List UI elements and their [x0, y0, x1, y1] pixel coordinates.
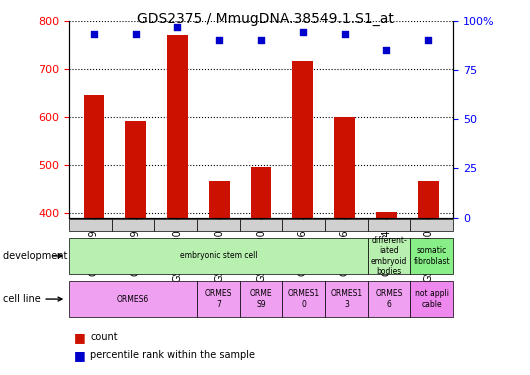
Text: cell line: cell line: [3, 294, 62, 304]
Point: [298, 30, 307, 36]
Text: GDS2375 / MmugDNA.38549.1.S1_at: GDS2375 / MmugDNA.38549.1.S1_at: [137, 12, 393, 26]
Text: ORMES1
0: ORMES1 0: [288, 290, 320, 309]
Text: ORMES
6: ORMES 6: [375, 290, 403, 309]
Bar: [209, 182, 229, 218]
Point: [215, 38, 224, 44]
Bar: [251, 167, 271, 217]
Text: ORMES
7: ORMES 7: [205, 290, 232, 309]
Bar: [84, 95, 104, 218]
Text: different-
iated
embryoid
bodies: different- iated embryoid bodies: [371, 236, 407, 276]
Text: count: count: [90, 333, 118, 342]
Bar: [167, 35, 188, 218]
Point: [90, 32, 98, 38]
Text: somatic
fibroblast: somatic fibroblast: [413, 246, 450, 266]
Text: ORMES1
3: ORMES1 3: [330, 290, 363, 309]
Text: percentile rank within the sample: percentile rank within the sample: [90, 351, 255, 360]
Text: ■: ■: [74, 349, 86, 362]
Text: ORMES6: ORMES6: [117, 295, 149, 304]
Point: [382, 47, 391, 53]
Text: ■: ■: [74, 331, 86, 344]
Bar: [334, 117, 355, 218]
Bar: [293, 62, 313, 217]
Point: [424, 38, 432, 44]
Point: [131, 32, 140, 38]
Text: ORME
S9: ORME S9: [250, 290, 272, 309]
Bar: [125, 122, 146, 218]
Text: development stage: development stage: [3, 251, 98, 261]
Point: [340, 32, 349, 38]
Text: embryonic stem cell: embryonic stem cell: [180, 251, 257, 260]
Bar: [376, 212, 397, 217]
Bar: [418, 182, 438, 218]
Point: [173, 24, 182, 30]
Text: not appli
cable: not appli cable: [415, 290, 449, 309]
Point: [257, 38, 266, 44]
